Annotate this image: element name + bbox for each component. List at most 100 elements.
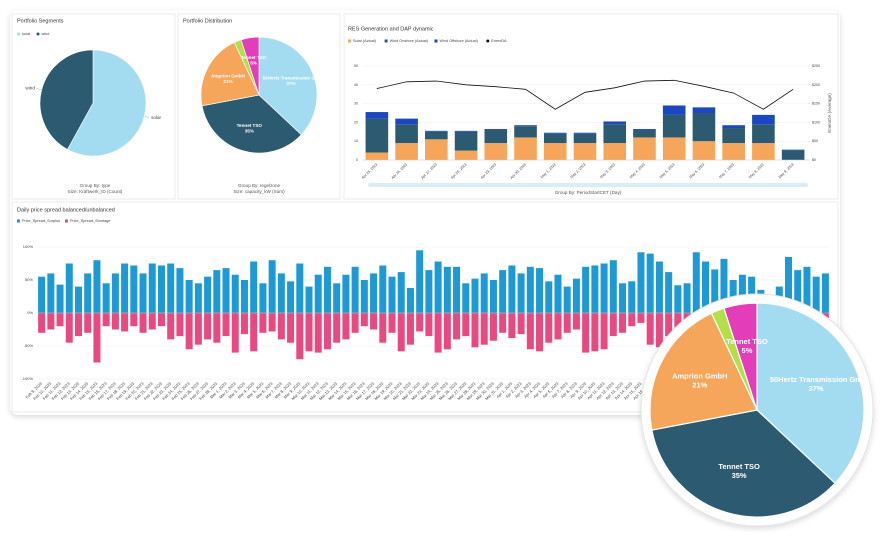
bar xyxy=(517,313,525,335)
bar xyxy=(545,313,553,343)
legend-label: solar xyxy=(22,32,31,36)
bar xyxy=(365,118,389,153)
footer: Size: Kraftwerk_ID (Count) xyxy=(68,189,123,194)
legend-label: Wind Offshore (Actual) xyxy=(440,39,479,43)
bar xyxy=(609,260,617,313)
bar xyxy=(738,274,746,313)
bar xyxy=(351,266,359,313)
bar xyxy=(204,276,212,313)
bar xyxy=(65,313,73,343)
bar xyxy=(633,128,656,130)
bar xyxy=(416,313,424,332)
bar xyxy=(259,313,267,333)
bar xyxy=(185,313,193,350)
bar xyxy=(722,125,745,129)
y-tick-label: 20 xyxy=(354,120,358,124)
bar xyxy=(287,313,295,343)
pie-slice xyxy=(723,302,758,411)
line xyxy=(376,79,794,110)
bar xyxy=(360,313,368,327)
bar xyxy=(342,274,350,313)
bar xyxy=(674,285,682,313)
bar xyxy=(102,313,110,327)
bar xyxy=(111,313,119,330)
slice-value-label: 35% xyxy=(732,471,747,480)
slice-label: solar xyxy=(151,115,161,120)
bar xyxy=(148,313,156,330)
bar xyxy=(333,313,341,343)
bar xyxy=(603,143,627,160)
bar xyxy=(395,143,418,160)
slice-value-label: 35% xyxy=(245,128,254,133)
bar xyxy=(74,286,82,313)
bar xyxy=(554,313,562,340)
bar xyxy=(379,313,387,343)
bar xyxy=(692,141,716,160)
bar xyxy=(305,313,313,352)
bar xyxy=(514,125,537,127)
bar xyxy=(480,313,488,345)
bar xyxy=(388,313,396,333)
bar xyxy=(536,313,544,352)
bar xyxy=(240,313,248,335)
bar xyxy=(167,313,175,340)
bar xyxy=(305,286,313,313)
bar xyxy=(781,149,805,151)
bar xyxy=(268,260,276,313)
bar xyxy=(600,313,608,350)
bar xyxy=(323,313,331,350)
bar xyxy=(121,313,129,332)
bar xyxy=(526,266,534,313)
bar xyxy=(388,276,396,313)
scrollbar[interactable] xyxy=(368,183,808,187)
bar xyxy=(194,283,202,313)
bar xyxy=(222,313,230,337)
bar xyxy=(582,266,590,313)
bar xyxy=(683,283,691,313)
bar xyxy=(720,258,728,313)
legend-marker xyxy=(17,219,20,223)
x-axis-title: Group By: PeriodStartCET (Day) xyxy=(555,190,622,195)
bar xyxy=(231,313,239,353)
bar xyxy=(397,313,405,352)
bar xyxy=(314,313,322,353)
bar xyxy=(572,313,580,330)
bar xyxy=(722,128,745,144)
bar xyxy=(609,313,617,337)
bar xyxy=(781,150,805,160)
bar xyxy=(702,261,710,313)
bar xyxy=(665,313,673,337)
bar xyxy=(425,139,448,160)
y2-tick-label: $100 xyxy=(812,120,820,124)
bar xyxy=(514,126,537,138)
legend-label: EnerxDA xyxy=(491,39,507,43)
leader-line xyxy=(36,88,42,91)
bar xyxy=(543,133,567,144)
bar xyxy=(176,313,184,337)
bar xyxy=(65,263,73,313)
bar xyxy=(185,280,193,313)
legend-label: Wind Onshore (Actual) xyxy=(390,39,429,43)
bar xyxy=(692,113,716,142)
bar xyxy=(628,313,636,327)
bar xyxy=(480,273,488,313)
bar xyxy=(453,313,461,340)
bar xyxy=(794,270,802,313)
bar xyxy=(665,272,673,313)
bar xyxy=(711,269,719,313)
legend-marker xyxy=(384,39,388,43)
bar xyxy=(453,266,461,313)
bar xyxy=(38,276,46,313)
bar xyxy=(56,284,64,313)
bar xyxy=(425,270,433,313)
bar xyxy=(484,143,508,160)
bar xyxy=(591,265,599,313)
bar xyxy=(462,283,470,313)
bar xyxy=(425,313,433,337)
bar xyxy=(543,132,567,134)
bar xyxy=(139,313,147,333)
pie-slice xyxy=(649,312,758,431)
y-tick-label: -100% xyxy=(21,376,33,381)
chart-0: solar wind solar wind xyxy=(17,32,162,157)
bar xyxy=(543,143,567,160)
